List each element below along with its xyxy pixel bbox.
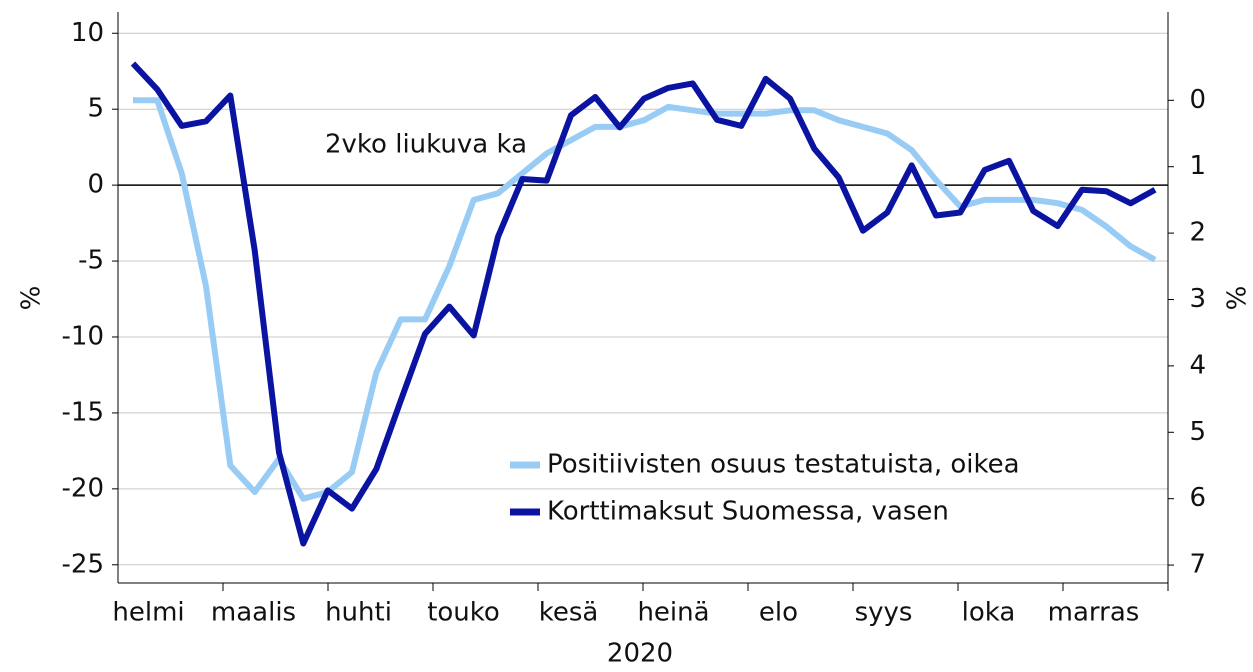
y2-tick-label: 1	[1189, 151, 1206, 181]
y2-tick-label: 6	[1189, 483, 1206, 513]
x-axis-label: 2020	[607, 639, 673, 669]
y2-tick-label: 3	[1189, 284, 1206, 314]
x-tick-label: elo	[759, 598, 798, 628]
x-tick-label: kesä	[539, 598, 599, 628]
x-tick-label: heinä	[637, 598, 709, 628]
y-tick-label: -5	[78, 246, 104, 276]
y-tick-label: 5	[87, 94, 104, 124]
line-series	[130, 61, 1157, 547]
y-tick-label: -10	[62, 321, 104, 351]
y2-axis-label: %	[1223, 286, 1253, 311]
x-tick-label: loka	[962, 598, 1016, 628]
annotation: 2vko liukuva ka	[325, 130, 527, 160]
x-tick-label: helmi	[112, 598, 184, 628]
x-tick-label: touko	[427, 598, 500, 628]
x-tick-label: marras	[1048, 598, 1140, 628]
y2-tick-label: 4	[1189, 350, 1206, 380]
y-tick-label: -15	[62, 397, 104, 427]
y-tick-label: 0	[87, 170, 104, 200]
legend-label: Korttimaksut Suomessa, vasen	[547, 497, 949, 527]
y-tick-label: 10	[71, 18, 104, 48]
y2-tick-label: 7	[1189, 550, 1206, 580]
y2-tick-label: 2	[1189, 218, 1206, 248]
y-axis-label: %	[17, 286, 47, 311]
x-tick-label: syys	[855, 598, 913, 628]
line-series	[133, 97, 1157, 502]
y-tick-label: -25	[62, 549, 104, 579]
x-tick-label: maalis	[211, 598, 296, 628]
legend-label: Positiivisten osuus testatuista, oikea	[547, 450, 1020, 480]
y2-tick-label: 0	[1189, 85, 1206, 115]
x-tick-label: huhti	[325, 598, 392, 628]
y2-tick-label: 5	[1189, 417, 1206, 447]
y-tick-label: -20	[62, 473, 104, 503]
